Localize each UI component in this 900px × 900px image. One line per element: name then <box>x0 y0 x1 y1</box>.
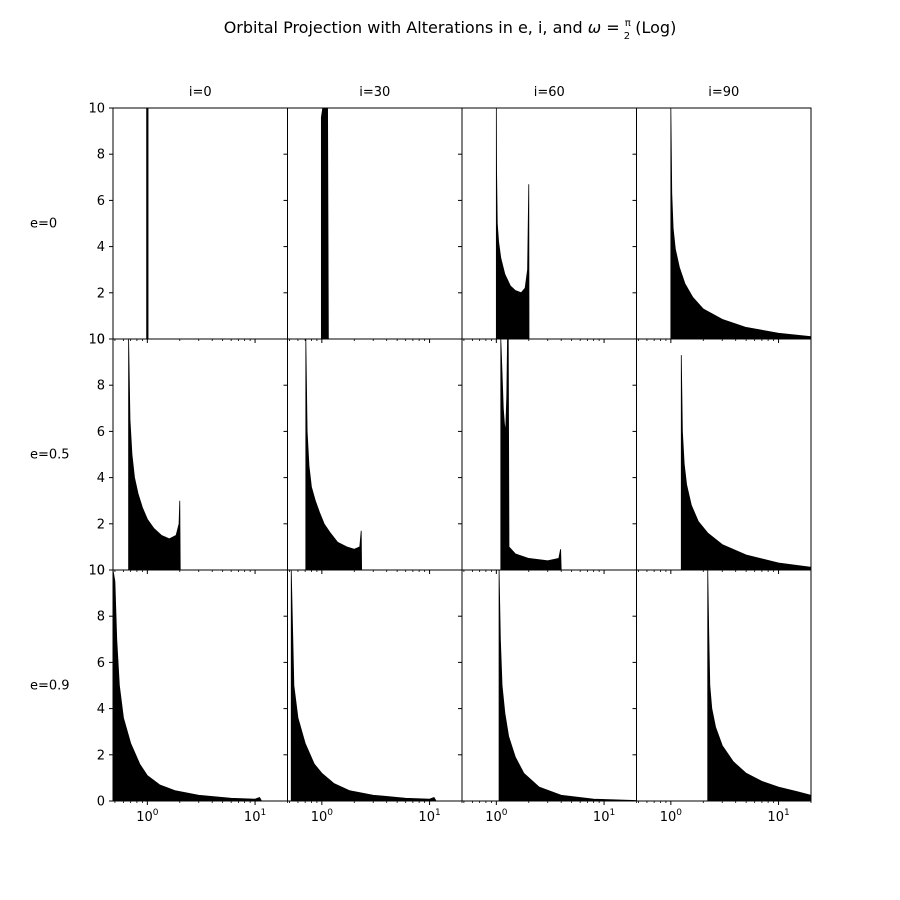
chart-title: Orbital Projection with Alterations in e… <box>224 18 677 42</box>
column-label: i=60 <box>534 85 565 100</box>
subplot-r1-c0: 0 2 4 6 8 10 <box>88 333 288 579</box>
subplot-r2-c3: 100 101 <box>632 569 812 825</box>
y-tick-label: 10 <box>88 102 105 117</box>
x-tick-label: 100 <box>660 808 683 825</box>
y-tick-label: 2 <box>97 517 105 532</box>
x-tick-label: 100 <box>136 808 159 825</box>
y-tick-label: 6 <box>97 194 105 209</box>
y-tick-label: 8 <box>97 610 105 625</box>
x-tick-label: 100 <box>311 808 334 825</box>
subplot-r1-c2 <box>458 338 637 574</box>
column-label: i=0 <box>189 85 212 100</box>
y-tick-label: 4 <box>97 471 105 486</box>
y-tick-label: 6 <box>97 425 105 440</box>
histogram-bars <box>498 570 637 801</box>
histogram-bars <box>680 355 811 570</box>
histogram-bars <box>290 570 437 801</box>
subplot-r1-c3 <box>632 338 812 574</box>
subplot-frame <box>636 338 812 571</box>
subplot-r0-c2 <box>458 107 637 343</box>
x-tick-label: 101 <box>244 808 266 825</box>
y-tick-label: 2 <box>97 286 105 301</box>
x-tick-label: 101 <box>767 808 789 825</box>
histogram-bars <box>128 339 181 570</box>
y-tick-label: 4 <box>97 240 105 255</box>
y-tick-label: 6 <box>97 656 105 671</box>
row-label: e=0 <box>30 217 57 232</box>
y-tick-label: 8 <box>97 379 105 394</box>
subplot-r2-c2: 100 101 <box>458 569 637 825</box>
subplot-r0-c3 <box>632 107 812 343</box>
histogram-bars <box>113 570 263 801</box>
y-tick-label: 8 <box>97 148 105 163</box>
histogram-bars <box>707 570 811 801</box>
histogram-bars <box>320 108 329 339</box>
histogram-bars <box>500 339 562 570</box>
subplot-r0-c0: 0 2 4 6 8 10 <box>88 102 288 348</box>
subplot-r0-c1 <box>283 107 463 343</box>
subplot-frame <box>461 107 637 340</box>
subplot-r1-c1 <box>283 338 463 574</box>
y-tick-label: 0 <box>97 795 105 810</box>
y-tick-label: 0 <box>97 564 105 579</box>
y-tick-label: 2 <box>97 748 105 763</box>
column-label: i=30 <box>359 85 390 100</box>
x-tick-label: 100 <box>485 808 508 825</box>
y-tick-label: 0 <box>97 333 105 348</box>
subplot-frame <box>461 338 637 571</box>
subplot-frame <box>461 569 637 802</box>
y-tick-label: 4 <box>97 702 105 717</box>
subplot-r2-c1: 100 101 <box>283 569 463 825</box>
row-label: e=0.5 <box>30 448 70 463</box>
row-label: e=0.9 <box>30 679 70 694</box>
x-tick-label: 101 <box>418 808 440 825</box>
subplot-frame <box>112 107 288 340</box>
histogram-bars <box>495 108 530 339</box>
y-tick-label: 10 <box>88 333 105 348</box>
subplot-frame <box>636 569 812 802</box>
histogram-bars <box>305 339 363 570</box>
subplot-r2-c0: 0 2 4 6 8 10 100 101 <box>88 564 288 825</box>
column-label: i=90 <box>708 85 739 100</box>
y-tick-label: 10 <box>88 564 105 579</box>
histogram-bars <box>146 108 149 339</box>
subplot-frame <box>287 107 463 340</box>
subplot-frame <box>636 107 812 340</box>
x-tick-label: 101 <box>593 808 615 825</box>
histogram-bars <box>670 108 811 339</box>
